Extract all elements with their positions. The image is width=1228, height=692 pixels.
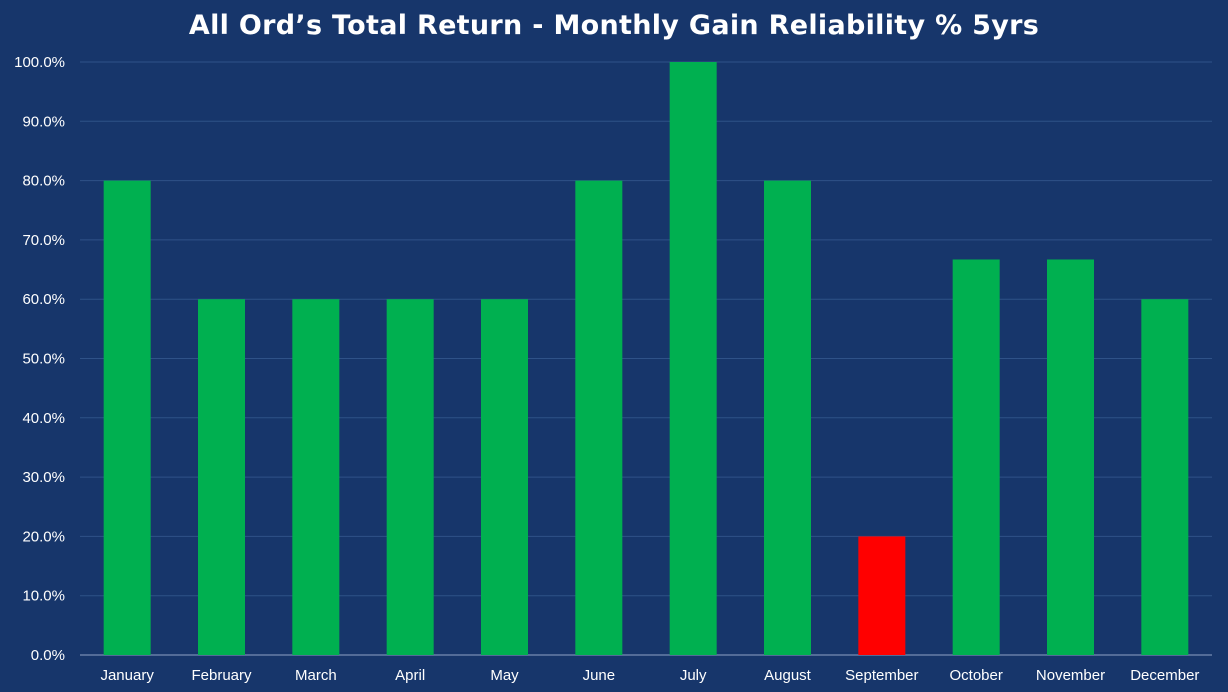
bar-april — [386, 299, 434, 655]
chart-title: All Ord’s Total Return - Monthly Gain Re… — [188, 10, 1040, 41]
x-tick-label-november: November — [1036, 667, 1105, 684]
x-tick-label-august: August — [764, 667, 812, 684]
x-tick-label-may: May — [490, 667, 519, 684]
x-tick-label-june: June — [583, 667, 616, 684]
x-tick-label-march: March — [295, 667, 337, 684]
y-tick-label: 60.0% — [22, 291, 65, 308]
bar-october — [952, 259, 1000, 655]
x-tick-label-december: December — [1130, 667, 1199, 684]
bar-august — [764, 180, 811, 655]
y-tick-label: 50.0% — [22, 351, 65, 368]
bar-december — [1141, 299, 1189, 655]
x-tick-label-january: January — [100, 667, 154, 684]
x-tick-label-april: April — [395, 667, 425, 684]
y-tick-label: 100.0% — [14, 54, 65, 71]
y-tick-label: 40.0% — [22, 410, 65, 427]
y-tick-label: 20.0% — [22, 528, 65, 545]
y-tick-label: 10.0% — [22, 588, 65, 605]
bar-november — [1047, 259, 1094, 655]
y-tick-label: 70.0% — [22, 232, 65, 249]
y-tick-label: 0.0% — [31, 647, 65, 664]
bar-september — [858, 536, 906, 655]
x-tick-label-july: July — [680, 667, 707, 684]
y-axis-tick-labels: 0.0% 10.0% 20.0% 30.0% 40.0% 50.0% 60.0% 70.0% 8… — [14, 54, 65, 664]
bar-july — [669, 62, 717, 655]
x-axis-category-labels: January February March April May June July Augu… — [100, 667, 1199, 684]
bar-january — [103, 180, 151, 655]
bar-february — [198, 299, 245, 655]
y-tick-label: 80.0% — [22, 173, 65, 190]
x-tick-label-september: September — [845, 667, 918, 684]
y-tick-label: 90.0% — [22, 113, 65, 130]
bar-may — [481, 299, 528, 655]
bar-june — [575, 180, 623, 655]
x-tick-label-october: October — [949, 667, 1002, 684]
bars — [103, 62, 1189, 655]
gridlines — [80, 61, 1212, 656]
bar-march — [292, 299, 340, 655]
x-tick-label-february: February — [191, 667, 252, 684]
y-tick-label: 30.0% — [22, 469, 65, 486]
